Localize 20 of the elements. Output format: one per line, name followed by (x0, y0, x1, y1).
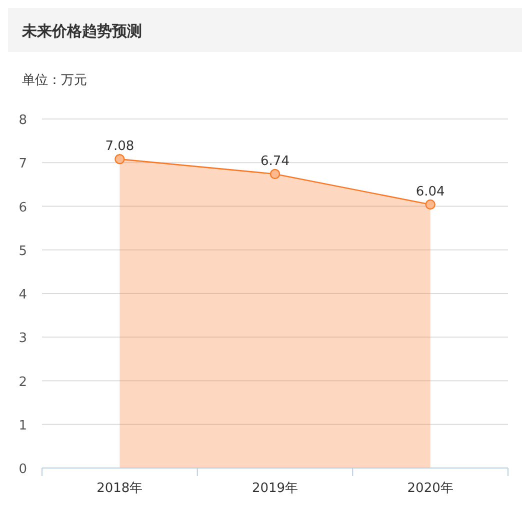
point (425, 199, 436, 210)
y-tick-label: 5 (18, 244, 27, 259)
y-tick-label: 1 (18, 418, 27, 434)
x-tick-label: 2018年 (96, 481, 143, 496)
point (114, 154, 125, 164)
y-tick-label: 8 (18, 113, 27, 128)
data-label: 6.04 (416, 184, 445, 200)
y-tick-label: 4 (18, 288, 27, 302)
x-tick-label: 2020年 (407, 481, 454, 496)
y-tick-label: 0 (18, 462, 27, 477)
data-label: 6.74 (260, 154, 290, 169)
y-tick-label: 6 (18, 200, 27, 216)
y-tick-label: 2 (18, 374, 27, 390)
y-tick-label: 3 (18, 331, 27, 346)
y-axis-title: 单位：万元 (22, 73, 87, 88)
data-label: 7.08 (105, 139, 134, 154)
point (270, 168, 280, 180)
x-tick-label: 2019年 (252, 481, 298, 496)
y-tick-label: 7 (18, 156, 27, 172)
chart-title: 未来价格趋势预测 (21, 22, 142, 40)
